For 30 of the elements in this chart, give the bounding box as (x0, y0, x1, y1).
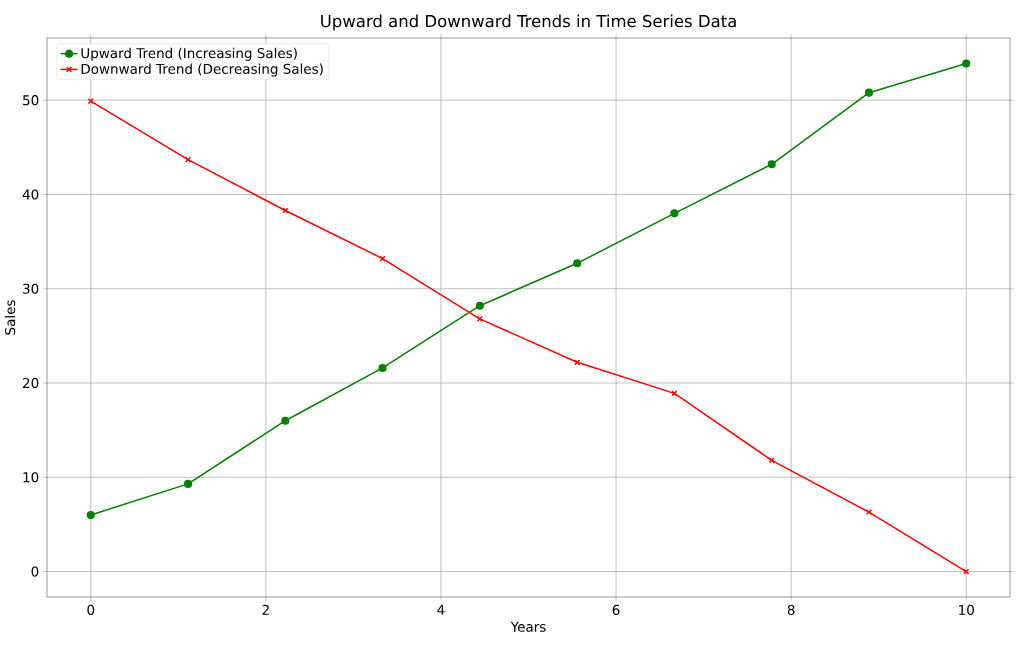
x-tick-label: 4 (437, 604, 445, 615)
y-tick-label: 0 (31, 566, 39, 577)
y-tick-label: 10 (23, 472, 39, 483)
y-axis-title: Sales (4, 300, 16, 335)
x-tick-label: 2 (262, 604, 269, 615)
point (768, 457, 775, 464)
x-tick-label: 8 (787, 604, 795, 615)
point (767, 160, 776, 169)
point (378, 363, 387, 372)
y-tick-label: 20 (23, 377, 39, 389)
point (183, 479, 193, 488)
chart-title: Upward and Downward Trends in Time Series Data (321, 14, 736, 31)
point (573, 259, 582, 268)
point (281, 416, 290, 425)
point (864, 88, 874, 97)
point (670, 209, 679, 218)
y-tick-label: 30 (23, 283, 39, 294)
y-tick-label: 50 (23, 95, 39, 106)
point (962, 59, 971, 68)
point (184, 156, 192, 163)
point (379, 255, 386, 262)
x-tick-label: 0 (87, 604, 95, 615)
x-tick-label: 10 (959, 604, 974, 615)
legend-label: Upward Trend (Increasing Sales) (81, 47, 297, 61)
point (86, 510, 95, 520)
point (475, 301, 484, 310)
y-tick-label: 40 (22, 189, 39, 200)
x-tick-label: 6 (612, 604, 620, 615)
legend-label: Downward Trend (Decreasing Sales) (81, 63, 323, 77)
x-axis-title: Years (510, 621, 546, 632)
